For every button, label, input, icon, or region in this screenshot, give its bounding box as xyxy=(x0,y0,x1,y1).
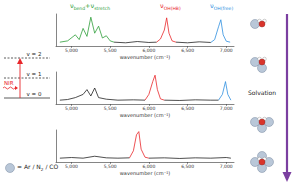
html-text:νOH(HB): νOH(HB) xyxy=(160,2,181,11)
svg-text:5,500: 5,500 xyxy=(104,48,117,53)
svg-text:Solvation: Solvation xyxy=(248,89,276,96)
svg-text:NIR: NIR xyxy=(4,80,14,86)
svg-text:v = 1: v = 1 xyxy=(27,71,42,77)
svg-text:7,000: 7,000 xyxy=(220,164,233,169)
svg-text:wavenumber (cm⁻¹): wavenumber (cm⁻¹) xyxy=(120,112,171,118)
svg-text:6,000: 6,000 xyxy=(142,48,155,53)
svg-text:6,000: 6,000 xyxy=(142,106,155,111)
svg-text:5,500: 5,500 xyxy=(104,106,117,111)
svg-text:5,500: 5,500 xyxy=(104,164,117,169)
svg-text:6,500: 6,500 xyxy=(181,48,194,53)
svg-text:7,000: 7,000 xyxy=(220,48,233,53)
html-text:νOH(free): νOH(free) xyxy=(210,2,234,11)
svg-text:wavenumber (cm⁻¹): wavenumber (cm⁻¹) xyxy=(120,170,171,176)
html-text:νbend+νstretch: νbend+νstretch xyxy=(70,2,111,11)
svg-text:v = 2: v = 2 xyxy=(27,51,42,57)
html-text:= Ar / N2/ CO: = Ar / N2/ CO xyxy=(17,163,59,172)
svg-text:5,000: 5,000 xyxy=(65,164,78,169)
svg-text:5,000: 5,000 xyxy=(65,48,78,53)
svg-text:6,000: 6,000 xyxy=(142,164,155,169)
svg-text:6,500: 6,500 xyxy=(181,164,194,169)
svg-text:5,000: 5,000 xyxy=(65,106,78,111)
svg-text:6,500: 6,500 xyxy=(181,106,194,111)
svg-text:v = 0: v = 0 xyxy=(27,91,42,97)
svg-text:wavenumber (cm⁻¹): wavenumber (cm⁻¹) xyxy=(120,54,171,60)
svg-text:7,000: 7,000 xyxy=(220,106,233,111)
